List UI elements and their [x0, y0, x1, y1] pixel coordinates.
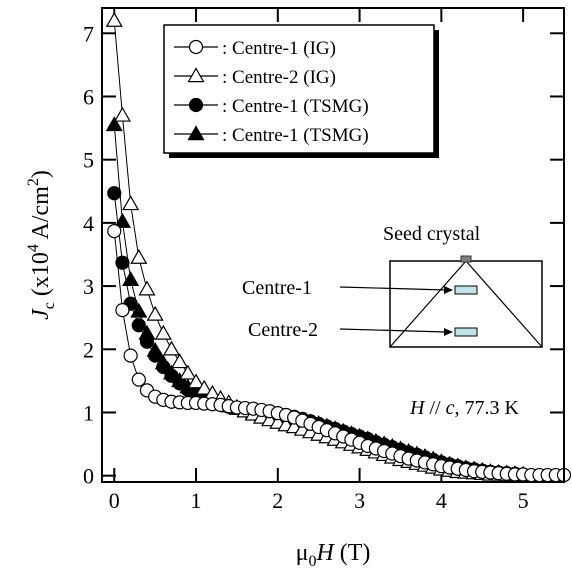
legend-marker-circle-open: [188, 39, 204, 55]
y-tick-label: 6: [83, 84, 94, 109]
data-point-triangle-filled: [130, 302, 148, 318]
data-point-triangle-filled: [113, 212, 131, 228]
data-point-circle-filled: [115, 255, 130, 270]
data-point-triangle-open: [130, 248, 148, 264]
growth-sector-right: [465, 260, 543, 348]
centre-2-arrow: [339, 328, 447, 333]
data-point-triangle-open: [195, 379, 213, 395]
x-tick-label: 5: [518, 488, 529, 513]
y-tick-label: 2: [83, 337, 94, 362]
centre-2-label: Centre-2: [248, 319, 318, 341]
condition-annotation: H // c, 77.3 K: [409, 397, 519, 419]
centre-1-arrow: [339, 286, 447, 291]
legend-marker-triangle-open: [187, 67, 205, 83]
data-point-circle-filled: [107, 186, 122, 201]
data-point-circle-filled: [131, 318, 146, 333]
series-layer: [105, 11, 572, 483]
data-point-circle-open: [131, 372, 146, 387]
legend-marker-circle-filled: [188, 97, 204, 113]
plot-frame: [101, 7, 565, 483]
series-circle-open: [107, 223, 572, 483]
legend-box: [163, 24, 435, 154]
legend: : Centre-1 (IG) : Centre-2 (IG) : Centre-1…: [163, 24, 439, 158]
y-axis-label: Jc (x104 A/cm2): [25, 170, 58, 320]
data-point-circle-filled: [139, 334, 155, 349]
data-point-triangle-open: [113, 106, 131, 122]
y-tick-label: 1: [83, 400, 94, 425]
x-tick-label: 2: [272, 488, 283, 513]
data-point-circle-open: [107, 223, 122, 239]
data-point-triangle-filled: [122, 271, 140, 286]
seed-crystal-label: Seed crystal: [383, 223, 481, 245]
data-point-circle-open: [123, 348, 138, 363]
centre-2-arrowhead: [444, 328, 453, 336]
legend-label: : Centre-1 (IG): [222, 38, 336, 59]
data-point-triangle-open: [162, 340, 181, 356]
data-point-circle-filled: [156, 359, 171, 375]
data-point-triangle-filled: [105, 116, 123, 132]
x-tick-label: 1: [191, 488, 202, 513]
x-tick-label: 0: [109, 488, 120, 513]
data-point-triangle-open: [171, 353, 189, 369]
data-point-triangle-open: [105, 11, 123, 27]
legend-label: : Centre-1 (TSMG): [222, 96, 369, 117]
legend-label: : Centre-1 (TSMG): [222, 125, 369, 146]
centre-1-label: Centre-1: [242, 277, 312, 299]
data-point-triangle-open: [154, 324, 172, 340]
data-point-circle-filled: [148, 348, 163, 363]
y-tick-label: 7: [83, 21, 94, 46]
data-point-triangle-open: [138, 280, 156, 296]
sample-schematic-inset: Seed crystal Centre-1 Centre-2: [242, 223, 543, 348]
centre-1-arrowhead: [444, 286, 453, 294]
y-tick-label: 4: [83, 211, 94, 236]
y-tick-label: 0: [83, 464, 94, 489]
x-tick-label: 4: [436, 488, 447, 513]
seed-crystal: [460, 255, 472, 263]
tick-label-layer: 0 1 2 3 4 5 0 1 2 3 4 5 6 7: [83, 21, 529, 513]
data-point-circle-open: [115, 302, 130, 318]
legend-marker-triangle-filled: [187, 125, 205, 141]
y-tick-label: 3: [83, 274, 94, 299]
data-point-triangle-open: [122, 195, 140, 211]
legend-label: : Centre-2 (IG): [222, 67, 336, 88]
x-tick-label: 3: [354, 488, 365, 513]
data-point-triangle-open: [146, 305, 164, 321]
sample-centre-1: [454, 285, 478, 295]
sample-centre-2: [454, 327, 478, 337]
data-point-triangle-open: [187, 373, 205, 389]
data-point-triangle-open: [179, 364, 197, 380]
growth-sector-left: [389, 260, 467, 348]
x-axis-label: μ0H (T): [296, 540, 371, 570]
y-tick-label: 5: [83, 148, 94, 173]
